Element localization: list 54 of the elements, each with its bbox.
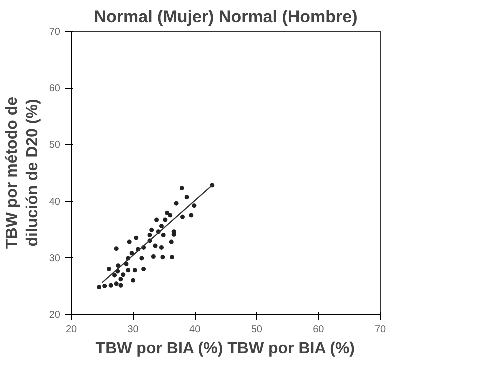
point [121,272,126,278]
point [116,264,121,268]
point [148,233,152,238]
point [112,273,118,278]
point [151,254,156,260]
x-tick-label: 60 [313,324,325,336]
point [130,251,134,256]
point [97,285,102,290]
point [189,213,194,218]
point [154,218,160,222]
x-tick-label: 70 [374,324,386,336]
point [126,268,131,273]
point [142,266,146,272]
y-tick-label: 70 [49,27,61,38]
point [114,246,119,252]
point [150,228,154,232]
y-tick-label: 40 [49,196,61,208]
point [118,283,124,288]
point [170,255,174,260]
y-tick-label: 60 [49,84,61,95]
point [192,204,197,208]
point [165,210,170,216]
point [108,283,114,288]
point [118,277,124,282]
point [184,195,190,200]
x-axis-title: TBW por BIA (%) TBW por BIA (%) [96,340,356,358]
x-tick-label: 20 [66,324,78,336]
point [159,224,164,228]
point [169,240,174,244]
point [180,214,185,220]
y-tick-label: 50 [49,140,61,152]
x-tick-label: 50 [251,324,263,336]
point [168,213,173,218]
point [153,244,158,248]
x-tick-label: 30 [128,324,140,336]
point [163,218,168,222]
point [131,278,136,283]
point [180,186,184,191]
point [132,268,138,273]
chart-title: Normal (Mujer) Normal (Hombre) [94,8,358,26]
point [106,266,112,272]
y-axis-title: TBW por método de dilución de D20 (%) [4,96,42,249]
point [160,255,166,260]
point [161,233,166,238]
point [159,245,164,250]
y-tick-label: 20 [49,310,61,321]
point [140,256,144,261]
y-tick-label: 30 [49,253,61,264]
point [134,236,139,240]
point [174,201,179,206]
point [114,282,119,286]
point [102,284,108,288]
x-tick-label: 40 [190,324,202,336]
point [127,240,132,244]
